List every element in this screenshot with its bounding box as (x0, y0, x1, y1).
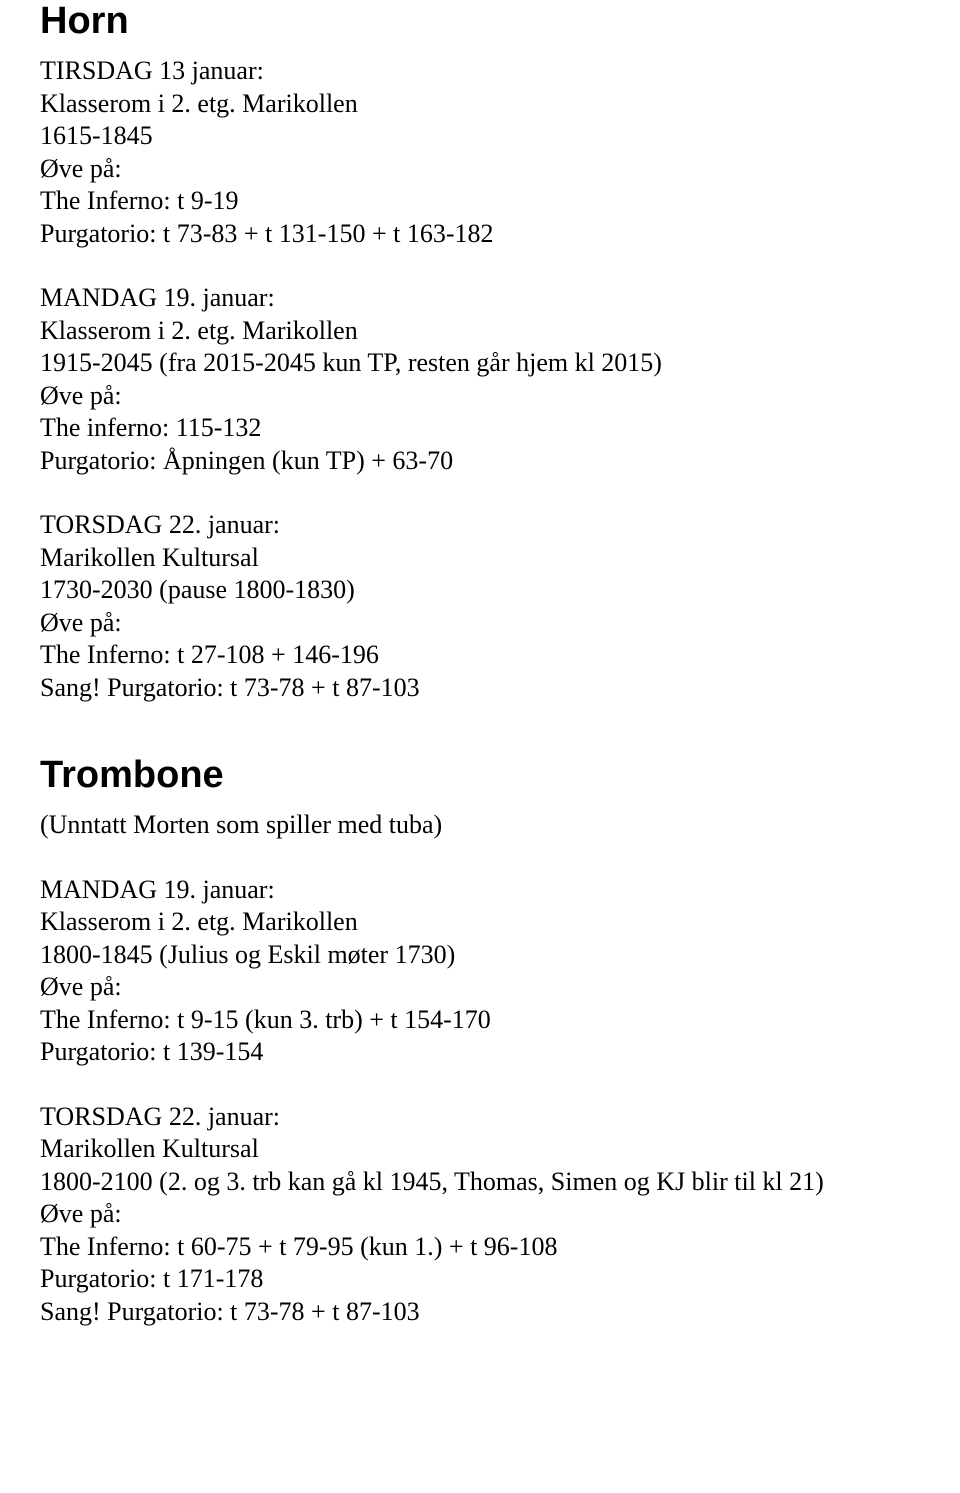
trombone-subtitle-block: (Unntatt Morten som spiller med tuba) (40, 809, 920, 842)
session-date: MANDAG 19. januar: (40, 282, 920, 315)
piece-line: The Inferno: t 9-15 (kun 3. trb) + t 154… (40, 1004, 920, 1037)
horn-session-1: TIRSDAG 13 januar: Klasserom i 2. etg. M… (40, 55, 920, 250)
session-room: Klasserom i 2. etg. Marikollen (40, 315, 920, 348)
session-room: Marikollen Kultursal (40, 542, 920, 575)
piece-line: The Inferno: t 9-19 (40, 185, 920, 218)
session-time: 1800-2100 (2. og 3. trb kan gå kl 1945, … (40, 1166, 920, 1199)
practice-label: Øve på: (40, 971, 920, 1004)
piece-line: Purgatorio: t 73-83 + t 131-150 + t 163-… (40, 218, 920, 251)
session-date: TIRSDAG 13 januar: (40, 55, 920, 88)
piece-line: Sang! Purgatorio: t 73-78 + t 87-103 (40, 1296, 920, 1329)
trombone-heading: Trombone (40, 754, 920, 797)
piece-line: The Inferno: t 27-108 + 146-196 (40, 639, 920, 672)
trombone-subtitle: (Unntatt Morten som spiller med tuba) (40, 809, 920, 842)
trombone-session-2: TORSDAG 22. januar: Marikollen Kultursal… (40, 1101, 920, 1329)
session-time: 1730-2030 (pause 1800-1830) (40, 574, 920, 607)
session-date: TORSDAG 22. januar: (40, 1101, 920, 1134)
practice-label: Øve på: (40, 380, 920, 413)
trombone-session-1: MANDAG 19. januar: Klasserom i 2. etg. M… (40, 874, 920, 1069)
session-time: 1915-2045 (fra 2015-2045 kun TP, resten … (40, 347, 920, 380)
horn-session-2: MANDAG 19. januar: Klasserom i 2. etg. M… (40, 282, 920, 477)
piece-line: Purgatorio: Åpningen (kun TP) + 63-70 (40, 445, 920, 478)
piece-line: Purgatorio: t 139-154 (40, 1036, 920, 1069)
horn-heading: Horn (40, 0, 920, 43)
piece-line: The inferno: 115-132 (40, 412, 920, 445)
piece-line: The Inferno: t 60-75 + t 79-95 (kun 1.) … (40, 1231, 920, 1264)
session-room: Klasserom i 2. etg. Marikollen (40, 906, 920, 939)
horn-session-3: TORSDAG 22. januar: Marikollen Kultursal… (40, 509, 920, 704)
piece-line: Sang! Purgatorio: t 73-78 + t 87-103 (40, 672, 920, 705)
session-room: Marikollen Kultursal (40, 1133, 920, 1166)
practice-label: Øve på: (40, 1198, 920, 1231)
document-page: Horn TIRSDAG 13 januar: Klasserom i 2. e… (0, 0, 960, 1400)
practice-label: Øve på: (40, 607, 920, 640)
piece-line: Purgatorio: t 171-178 (40, 1263, 920, 1296)
session-date: TORSDAG 22. januar: (40, 509, 920, 542)
session-time: 1800-1845 (Julius og Eskil møter 1730) (40, 939, 920, 972)
session-time: 1615-1845 (40, 120, 920, 153)
practice-label: Øve på: (40, 153, 920, 186)
session-date: MANDAG 19. januar: (40, 874, 920, 907)
session-room: Klasserom i 2. etg. Marikollen (40, 88, 920, 121)
